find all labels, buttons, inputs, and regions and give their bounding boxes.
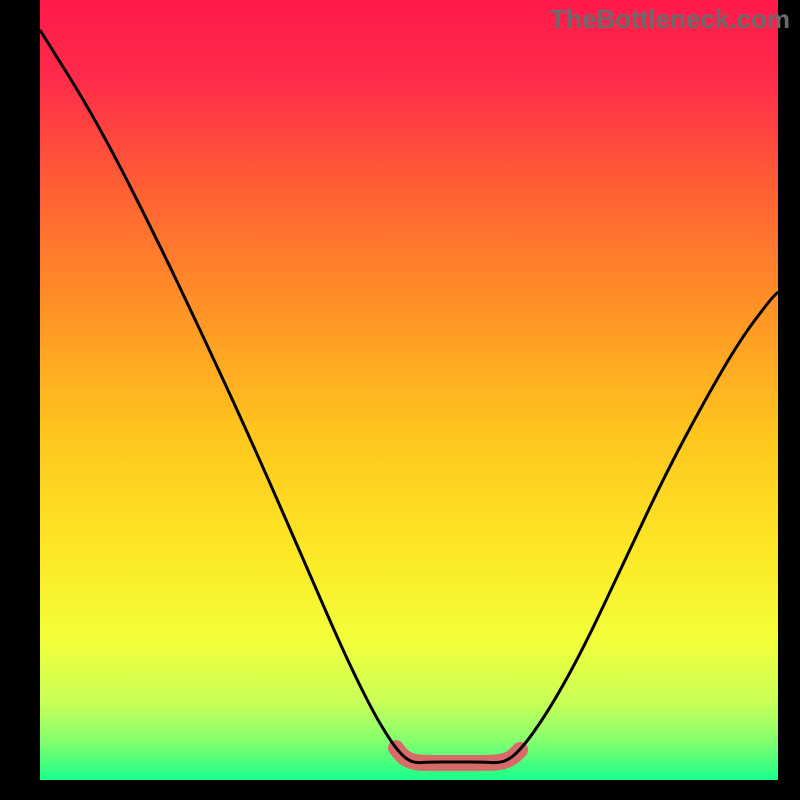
chart-stage: TheBottleneck.com <box>0 0 800 800</box>
gradient-background <box>40 0 778 780</box>
border-right <box>778 0 800 800</box>
border-bottom <box>0 780 800 800</box>
watermark-text: TheBottleneck.com <box>550 4 790 35</box>
border-left <box>0 0 40 800</box>
plot-area <box>40 0 778 780</box>
